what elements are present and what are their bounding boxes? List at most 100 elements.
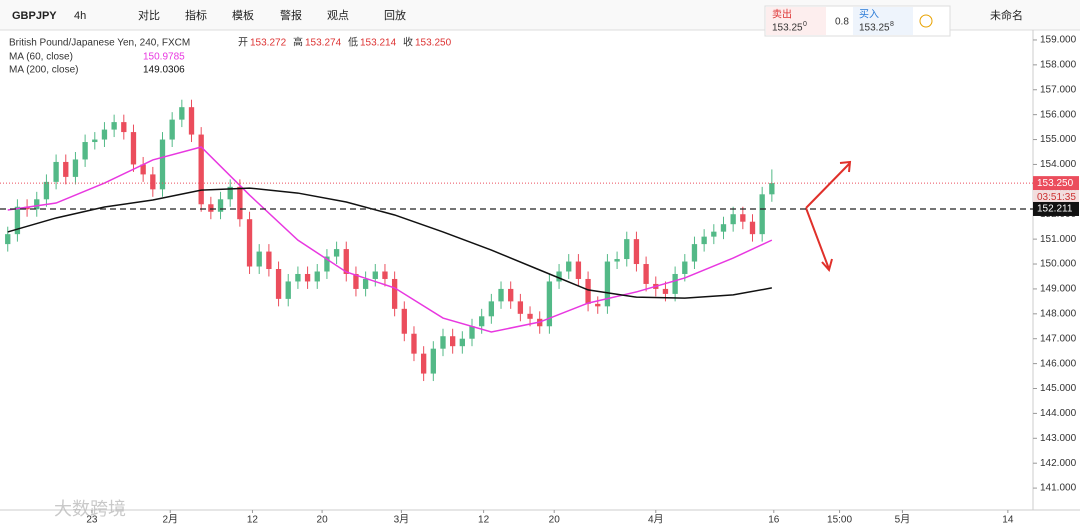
y-tick-label: 159.000 xyxy=(1040,35,1077,46)
ohlc-value: 153.250 xyxy=(415,38,452,49)
x-tick-label: 16 xyxy=(768,515,780,526)
red-arrows xyxy=(805,160,852,273)
x-tick-label: 12 xyxy=(478,515,490,526)
ma-line xyxy=(7,146,773,333)
y-tick-label: 145.000 xyxy=(1040,383,1077,394)
candle-body xyxy=(585,278,591,304)
candle-body xyxy=(691,244,698,262)
candle-body xyxy=(150,174,156,190)
candle-body xyxy=(121,122,127,133)
candle-body xyxy=(159,139,166,190)
candle-body xyxy=(237,186,243,220)
candle-body xyxy=(72,159,79,177)
toolbar-item[interactable]: 对比 xyxy=(138,8,160,22)
candle-body xyxy=(624,239,630,260)
candle-body xyxy=(314,271,320,282)
y-tick-label: 154.000 xyxy=(1040,159,1077,170)
candle-body xyxy=(488,301,495,317)
candle-body xyxy=(111,122,117,130)
y-tick-label: 157.000 xyxy=(1040,84,1077,95)
buy-price: 153.25 xyxy=(859,23,890,34)
candle-body xyxy=(246,219,253,267)
watermark: 大数跨境 xyxy=(54,499,126,519)
candle-body xyxy=(401,308,407,334)
y-tick-label: 155.000 xyxy=(1040,134,1077,145)
candle-body xyxy=(450,336,456,347)
y-tick-label: 144.000 xyxy=(1040,408,1077,419)
candle-body xyxy=(140,164,146,175)
candle-body xyxy=(720,224,727,232)
ohlc-label: 收 xyxy=(403,36,413,49)
candle-body xyxy=(24,206,30,210)
candle-body xyxy=(333,249,340,257)
candle-body xyxy=(391,278,398,309)
ohlc-label: 开 xyxy=(238,38,248,49)
last-price-tag xyxy=(1033,176,1079,191)
ma-legend-name: MA (200, close) xyxy=(9,65,78,76)
x-tick-label: 4月 xyxy=(648,514,664,526)
y-tick-label: 148.000 xyxy=(1040,308,1077,319)
toolbar-item[interactable]: 模板 xyxy=(232,8,254,22)
countdown: 03:51:35 xyxy=(1037,192,1076,203)
candle-body xyxy=(382,271,388,279)
candle-body xyxy=(169,119,175,140)
candle-body xyxy=(740,214,746,222)
candle-body xyxy=(633,239,640,265)
candle-body xyxy=(749,221,756,235)
candle-body xyxy=(227,186,233,200)
sell-button[interactable] xyxy=(766,7,826,35)
layout-name[interactable]: 未命名 xyxy=(990,8,1023,22)
x-tick-label: 23 xyxy=(86,515,98,526)
candle-body xyxy=(614,259,620,262)
y-tick-label: 149.000 xyxy=(1040,284,1077,295)
ohlc-value: 153.214 xyxy=(360,38,397,49)
candle-body xyxy=(353,273,359,289)
candle-body xyxy=(527,313,533,319)
y-tick-label: 142.000 xyxy=(1040,458,1077,469)
toolbar-item[interactable]: 指标 xyxy=(185,8,207,22)
candle-body xyxy=(275,269,282,299)
candle-body xyxy=(324,256,330,272)
candle-body xyxy=(517,301,524,314)
candle-body xyxy=(53,161,59,182)
candle-body xyxy=(711,231,717,237)
candle-body xyxy=(188,107,195,135)
candle-body xyxy=(508,288,514,302)
candle-body xyxy=(556,271,562,282)
candle-body xyxy=(769,183,775,195)
spread: 0.8 xyxy=(835,17,849,28)
ma-legend-name: MA (60, close) xyxy=(9,52,73,63)
candle-body xyxy=(459,338,465,347)
candle-body xyxy=(92,139,98,143)
candle-body xyxy=(5,234,11,245)
info-icon[interactable] xyxy=(919,14,933,28)
sell-price: 153.25 xyxy=(772,23,803,34)
x-tick-label: 20 xyxy=(549,515,561,526)
interval[interactable]: 4h xyxy=(74,10,86,22)
last-price-label: 153.250 xyxy=(1037,178,1074,189)
candle-body xyxy=(701,236,707,245)
ma-legend-value: 150.9785 xyxy=(143,52,185,63)
y-tick-label: 150.000 xyxy=(1040,259,1077,270)
candle-body xyxy=(208,204,214,212)
candle-body xyxy=(179,107,185,120)
arrow-up xyxy=(805,160,852,209)
toolbar-item[interactable]: 回放 xyxy=(384,8,406,22)
candle-body xyxy=(469,326,475,339)
candle-body xyxy=(682,261,688,274)
candle-body xyxy=(430,348,436,374)
candle-body xyxy=(198,134,204,205)
candle-body xyxy=(34,199,40,210)
y-tick-label: 141.000 xyxy=(1040,483,1077,494)
ohlc-label: 高 xyxy=(293,36,303,49)
toolbar-item[interactable]: 警报 xyxy=(280,8,302,22)
x-tick-label: 2月 xyxy=(162,514,178,526)
candle-body xyxy=(285,281,291,299)
buy-button[interactable] xyxy=(853,7,913,35)
candle-body xyxy=(266,251,272,270)
symbol[interactable]: GBPJPY xyxy=(12,10,57,22)
toolbar-item[interactable]: 观点 xyxy=(327,9,349,22)
candle-body xyxy=(256,251,262,267)
